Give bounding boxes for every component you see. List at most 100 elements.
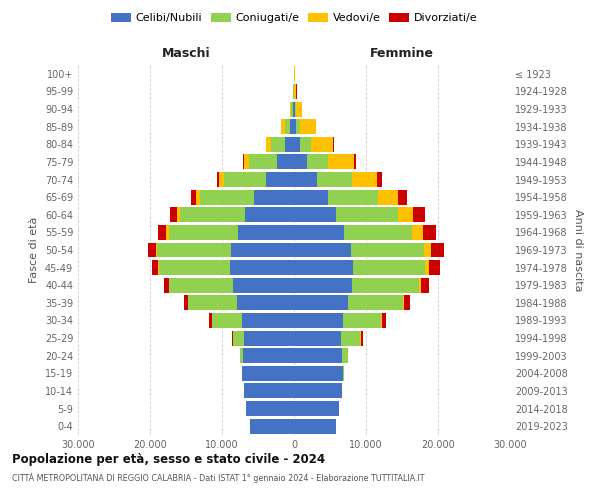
Bar: [166, 225, 169, 240]
Bar: [294, 225, 344, 240]
Bar: [242, 313, 294, 328]
Bar: [382, 313, 386, 328]
Bar: [294, 172, 317, 187]
Bar: [403, 296, 404, 310]
Bar: [286, 137, 294, 152]
Bar: [431, 242, 444, 258]
Bar: [238, 225, 294, 240]
Bar: [294, 208, 337, 222]
Bar: [294, 154, 307, 170]
Bar: [413, 208, 425, 222]
Bar: [294, 102, 295, 116]
Bar: [429, 260, 440, 275]
Bar: [200, 190, 254, 204]
Bar: [294, 296, 348, 310]
Bar: [177, 208, 180, 222]
Bar: [421, 278, 429, 292]
Bar: [184, 296, 188, 310]
Bar: [188, 296, 237, 310]
Bar: [425, 260, 429, 275]
Text: Maschi: Maschi: [161, 46, 211, 60]
Bar: [361, 330, 362, 345]
Bar: [148, 242, 155, 258]
Bar: [377, 172, 382, 187]
Bar: [180, 208, 245, 222]
Bar: [294, 260, 353, 275]
Bar: [242, 366, 294, 381]
Y-axis label: Anni di nascita: Anni di nascita: [573, 209, 583, 291]
Bar: [290, 102, 291, 116]
Bar: [266, 137, 271, 152]
Bar: [301, 119, 316, 134]
Bar: [294, 384, 341, 398]
Bar: [244, 330, 294, 345]
Bar: [291, 102, 293, 116]
Bar: [328, 154, 355, 170]
Bar: [212, 313, 242, 328]
Bar: [247, 401, 294, 416]
Bar: [152, 260, 158, 275]
Bar: [191, 190, 196, 204]
Bar: [355, 154, 356, 170]
Bar: [412, 225, 422, 240]
Bar: [295, 102, 296, 116]
Bar: [158, 260, 160, 275]
Bar: [169, 225, 238, 240]
Bar: [164, 278, 169, 292]
Bar: [245, 208, 294, 222]
Bar: [398, 208, 413, 222]
Bar: [196, 190, 200, 204]
Bar: [294, 330, 341, 345]
Bar: [266, 172, 294, 187]
Bar: [294, 401, 338, 416]
Bar: [158, 225, 166, 240]
Bar: [333, 137, 334, 152]
Bar: [311, 137, 333, 152]
Bar: [294, 348, 342, 363]
Bar: [233, 330, 244, 345]
Bar: [293, 102, 294, 116]
Text: Femmine: Femmine: [370, 46, 434, 60]
Bar: [219, 172, 224, 187]
Bar: [290, 119, 294, 134]
Bar: [348, 296, 403, 310]
Bar: [343, 313, 381, 328]
Bar: [352, 172, 377, 187]
Bar: [419, 278, 421, 292]
Bar: [230, 260, 294, 275]
Bar: [244, 154, 250, 170]
Bar: [294, 137, 300, 152]
Bar: [294, 313, 343, 328]
Bar: [160, 260, 230, 275]
Bar: [294, 366, 343, 381]
Bar: [300, 137, 311, 152]
Bar: [381, 313, 382, 328]
Bar: [237, 296, 294, 310]
Bar: [224, 172, 266, 187]
Bar: [377, 190, 398, 204]
Y-axis label: Fasce di età: Fasce di età: [29, 217, 39, 283]
Text: Popolazione per età, sesso e stato civile - 2024: Popolazione per età, sesso e stato civil…: [12, 452, 325, 466]
Bar: [348, 348, 349, 363]
Bar: [343, 366, 344, 381]
Bar: [243, 154, 244, 170]
Bar: [352, 278, 419, 292]
Bar: [351, 242, 424, 258]
Legend: Celibi/Nubili, Coniugati/e, Vedovi/e, Divorziati/e: Celibi/Nubili, Coniugati/e, Vedovi/e, Di…: [106, 8, 482, 28]
Bar: [404, 296, 410, 310]
Bar: [295, 84, 296, 99]
Bar: [294, 242, 351, 258]
Bar: [342, 348, 347, 363]
Bar: [296, 102, 302, 116]
Bar: [232, 242, 294, 258]
Bar: [155, 242, 157, 258]
Bar: [233, 278, 294, 292]
Bar: [341, 330, 360, 345]
Bar: [250, 154, 277, 170]
Bar: [424, 242, 431, 258]
Bar: [170, 208, 177, 222]
Bar: [209, 313, 212, 328]
Bar: [328, 190, 377, 204]
Bar: [344, 225, 412, 240]
Bar: [317, 172, 352, 187]
